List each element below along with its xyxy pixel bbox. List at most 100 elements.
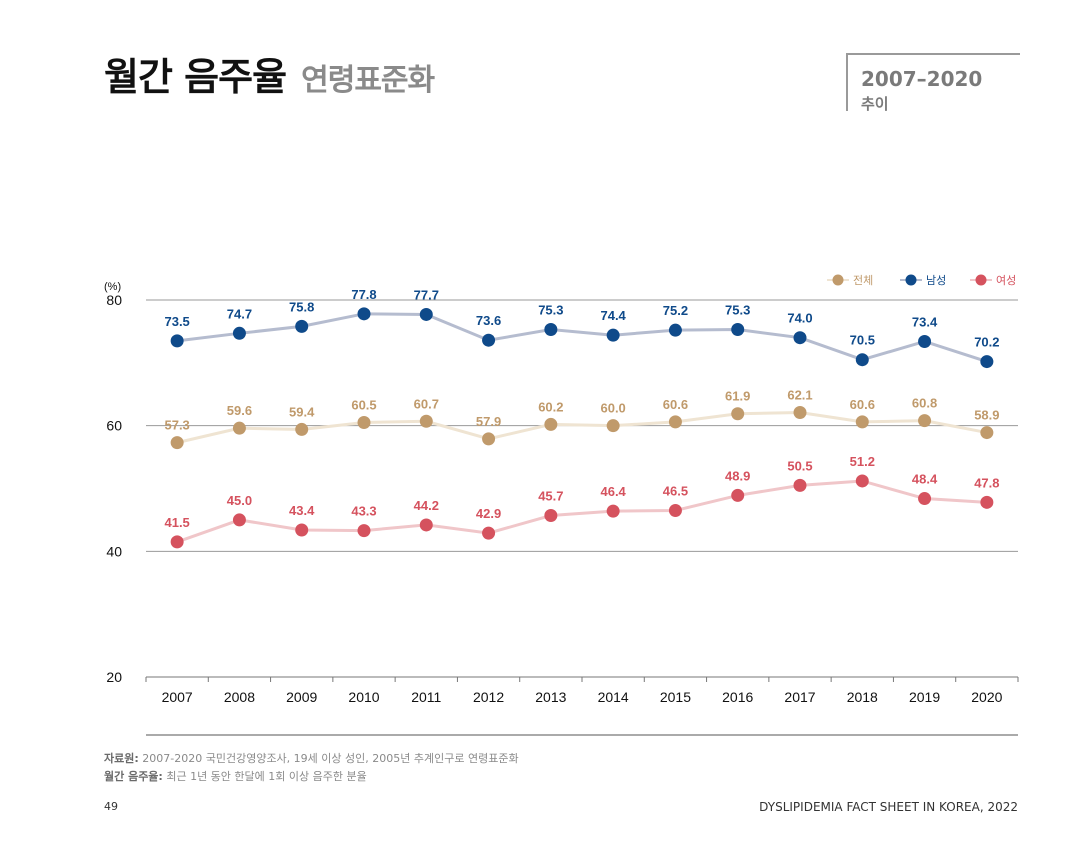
data-label: 73.4 <box>912 314 938 329</box>
data-label: 75.3 <box>538 303 563 318</box>
axes: 20 40 60 80(%) 2007 2008 2009 2010 2011 2012 2013 2… <box>104 281 1019 736</box>
series-전체: 57.3 59.6 59.4 60.5 60.7 57.9 60.2 60.0 60.6 61.9… <box>164 387 1000 450</box>
data-label: 59.4 <box>289 404 315 419</box>
data-point <box>419 518 433 532</box>
x-tick-label: 2020 <box>971 689 1002 705</box>
page-title: 월간 음주율 <box>104 55 287 99</box>
data-point <box>793 478 807 492</box>
data-label: 60.5 <box>351 398 376 413</box>
data-point <box>357 416 371 430</box>
data-point <box>544 417 558 431</box>
data-point <box>855 415 869 429</box>
legend-marker <box>975 274 987 286</box>
y-axis-label: (%) <box>104 281 121 293</box>
x-tick-label: 2018 <box>847 689 878 705</box>
data-label: 51.2 <box>850 454 875 469</box>
data-label: 60.6 <box>663 397 688 412</box>
data-label: 60.6 <box>850 397 875 412</box>
data-point <box>232 421 246 435</box>
period-box: 2007–2020 추이 <box>846 53 1020 113</box>
data-point <box>918 492 932 506</box>
data-label: 46.4 <box>600 484 626 499</box>
data-label: 70.5 <box>850 333 875 348</box>
data-point <box>731 323 745 337</box>
definition-label: 월간 음주율: <box>104 770 163 783</box>
data-label: 44.2 <box>414 498 439 513</box>
series-line <box>176 410 988 445</box>
data-point <box>855 353 869 367</box>
x-tick-label: 2008 <box>224 689 255 705</box>
legend-marker <box>832 274 844 286</box>
document-name: DYSLIPIDEMIA FACT SHEET IN KOREA, 2022 <box>759 800 1018 814</box>
data-label: 61.9 <box>725 389 750 404</box>
data-label: 73.6 <box>476 313 501 328</box>
period-years: 2007–2020 <box>861 67 983 91</box>
data-point <box>482 526 496 540</box>
legend-label: 여성 <box>996 274 1016 287</box>
y-tick-label: 40 <box>106 543 122 559</box>
data-label: 73.5 <box>164 314 189 329</box>
x-tick-label: 2007 <box>162 689 193 705</box>
data-label: 70.2 <box>974 335 999 350</box>
data-label: 75.3 <box>725 303 750 318</box>
x-tick-label: 2019 <box>909 689 940 705</box>
data-point <box>482 333 496 347</box>
data-point <box>980 495 994 509</box>
legend-item-남성: 남성 <box>900 274 946 287</box>
data-label: 47.8 <box>974 475 999 490</box>
x-tick-label: 2010 <box>348 689 379 705</box>
data-label: 77.8 <box>351 287 376 302</box>
legend-item-전체: 전체 <box>827 274 873 287</box>
period-label: 추이 <box>861 95 889 113</box>
data-label: 74.0 <box>787 311 812 326</box>
data-point <box>668 415 682 429</box>
data-label: 58.9 <box>974 408 999 423</box>
data-label: 43.3 <box>351 504 376 519</box>
data-point <box>918 334 932 348</box>
x-tick-label: 2015 <box>660 689 691 705</box>
data-label: 48.4 <box>912 472 938 487</box>
data-point <box>731 407 745 421</box>
data-label: 60.8 <box>912 396 937 411</box>
x-tick-label: 2016 <box>722 689 753 705</box>
data-label: 75.8 <box>289 299 314 314</box>
y-tick-label: 20 <box>106 669 122 685</box>
data-point <box>855 474 869 488</box>
data-point <box>544 323 558 337</box>
data-label: 60.0 <box>600 401 625 416</box>
footer-notes: 자료원: 2007-2020 국민건강영양조사, 19세 이상 성인, 2005… <box>104 750 519 786</box>
legend: 전체 남성 여성 <box>827 274 1016 287</box>
data-point <box>232 513 246 527</box>
source-label: 자료원: <box>104 752 139 765</box>
data-point <box>980 355 994 369</box>
data-label: 48.9 <box>725 468 750 483</box>
data-point <box>419 414 433 428</box>
data-label: 57.3 <box>164 418 189 433</box>
data-label: 60.7 <box>414 396 439 411</box>
data-point <box>793 405 807 419</box>
data-label: 75.2 <box>663 303 688 318</box>
data-point <box>357 307 371 321</box>
page-subtitle: 연령표준화 <box>301 63 435 98</box>
definition-text: 최근 1년 동안 한달에 1회 이상 음주한 분율 <box>166 770 367 783</box>
data-point <box>419 307 433 321</box>
data-point <box>606 504 620 518</box>
data-label: 46.5 <box>663 483 688 498</box>
data-point <box>482 432 496 446</box>
x-tick-label: 2009 <box>286 689 317 705</box>
data-label: 50.5 <box>787 458 812 473</box>
data-label: 74.7 <box>227 306 252 321</box>
data-point <box>668 323 682 337</box>
y-tick-label: 80 <box>106 292 122 308</box>
data-label: 59.6 <box>227 403 252 418</box>
page-number: 49 <box>104 800 118 813</box>
chart-title-block: 월간 음주율 연령표준화 <box>104 46 435 101</box>
source-note: 자료원: 2007-2020 국민건강영양조사, 19세 이상 성인, 2005… <box>104 750 519 768</box>
series-여성: 41.5 45.0 43.4 43.3 44.2 42.9 45.7 46.4 46.5 48.9… <box>164 454 1000 549</box>
data-label: 45.0 <box>227 493 252 508</box>
legend-marker <box>905 274 917 286</box>
data-point <box>606 328 620 342</box>
source-text: 2007-2020 국민건강영양조사, 19세 이상 성인, 2005년 추계인… <box>142 752 519 765</box>
data-label: 42.9 <box>476 506 501 521</box>
